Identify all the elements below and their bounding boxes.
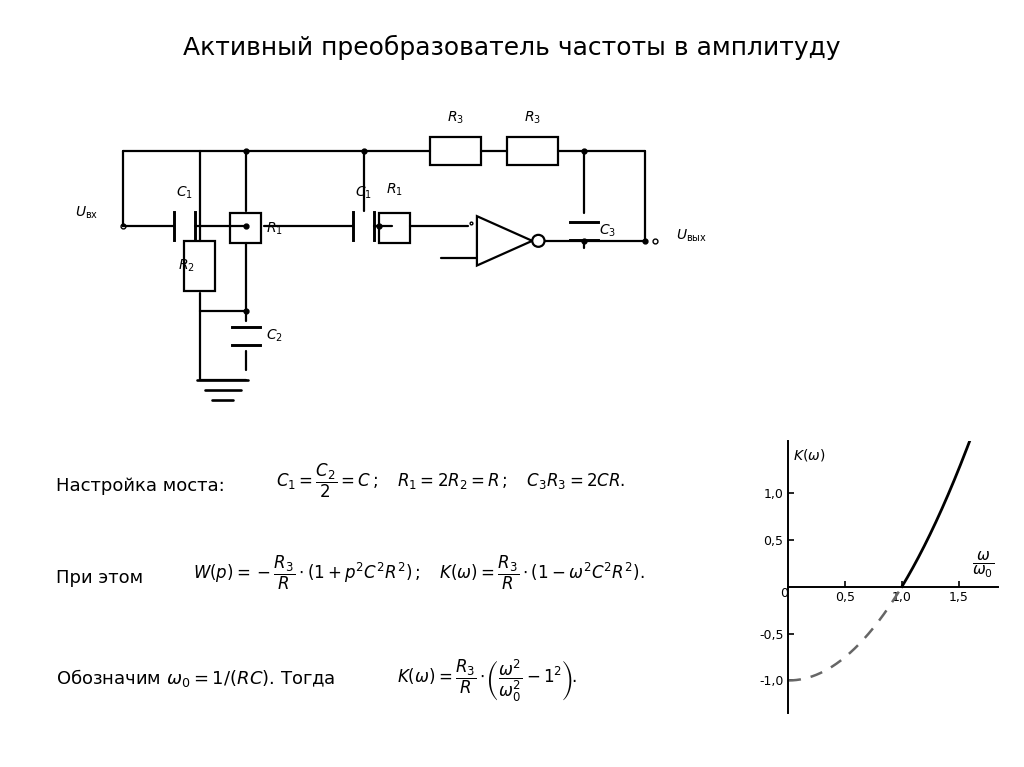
Text: $K(\omega) = \dfrac{R_3}{R}\cdot\!\left(\dfrac{\omega^2}{\omega_0^2} - 1^2\right: $K(\omega) = \dfrac{R_3}{R}\cdot\!\left(… — [397, 658, 578, 705]
Bar — [379, 213, 410, 243]
Bar — [230, 213, 261, 243]
Text: $U_{\rm вх}$: $U_{\rm вх}$ — [76, 205, 98, 221]
Bar — [184, 241, 215, 291]
Text: $R_3$: $R_3$ — [447, 110, 464, 126]
Circle shape — [532, 235, 545, 247]
Text: 0: 0 — [780, 587, 788, 600]
Text: При этом: При этом — [56, 569, 143, 587]
Text: $C_1$: $C_1$ — [355, 185, 372, 201]
Text: $R_1$: $R_1$ — [386, 182, 402, 199]
Text: $R_1$: $R_1$ — [266, 220, 283, 236]
Text: Активный преобразователь частоты в амплитуду: Активный преобразователь частоты в ампли… — [183, 35, 841, 60]
Text: $U_{\rm вых}$: $U_{\rm вых}$ — [676, 228, 707, 244]
Text: $R_2$: $R_2$ — [178, 258, 195, 274]
Text: $C_3$: $C_3$ — [599, 222, 616, 239]
Text: $R_3$: $R_3$ — [524, 110, 541, 126]
Text: $W(p) = -\dfrac{R_3}{R}\cdot(1 + p^2C^2R^2)\,;\quad K(\omega) = \dfrac{R_3}{R}\c: $W(p) = -\dfrac{R_3}{R}\cdot(1 + p^2C^2R… — [193, 554, 644, 592]
Text: $C_2$: $C_2$ — [266, 328, 284, 344]
Text: $\dfrac{\omega}{\omega_0}$: $\dfrac{\omega}{\omega_0}$ — [972, 551, 994, 580]
Text: $C_1 = \dfrac{C_2}{2} = C\,;\quad R_1 = 2R_2 = R\,;\quad C_3R_3 = 2CR.$: $C_1 = \dfrac{C_2}{2} = C\,;\quad R_1 = … — [275, 462, 626, 500]
Bar — [507, 137, 558, 165]
Bar — [430, 137, 481, 165]
Polygon shape — [477, 216, 532, 265]
Text: Настройка моста:: Настройка моста: — [56, 477, 225, 495]
Text: $C_1$: $C_1$ — [176, 185, 193, 201]
Text: $K(\omega)$: $K(\omega)$ — [793, 447, 825, 463]
Text: Обозначим $\omega_0 = 1/(RC)$. Тогда: Обозначим $\omega_0 = 1/(RC)$. Тогда — [56, 667, 336, 690]
